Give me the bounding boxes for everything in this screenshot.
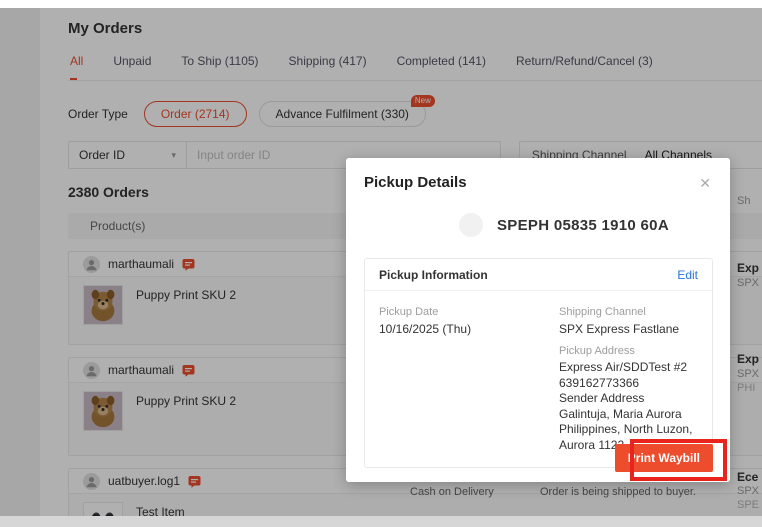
orders-count: 2380 Orders	[68, 184, 149, 200]
row3-shipping-partial: Ece	[737, 470, 759, 484]
order-type-pill-advance-fulfilment[interactable]: Advance Fulfilment (330) New	[258, 95, 435, 127]
order-type-label: Order Type	[68, 107, 128, 121]
product-image-puppy	[83, 391, 123, 431]
shipping-channel-value: SPX Express Fastlane	[559, 322, 680, 336]
edit-link[interactable]: Edit	[677, 268, 698, 282]
payment-method-text: Cash on Delivery	[410, 486, 494, 498]
order-id-select-value: Order ID	[79, 148, 126, 162]
print-waybill-button[interactable]: Print Waybill	[614, 444, 713, 472]
pickup-address-line: 639162773366	[559, 375, 640, 390]
pickup-information-title: Pickup Information	[379, 268, 488, 282]
order-id-type-select[interactable]: Order ID ▾	[69, 142, 187, 168]
chevron-down-icon: ▾	[171, 149, 176, 160]
order-status-tabs: All Unpaid To Ship (1105) Shipping (417)…	[68, 50, 762, 81]
product-column-header: Product(s)	[90, 219, 146, 233]
buyer-row: marthaumali	[69, 358, 762, 382]
buyer-avatar-icon	[83, 361, 100, 379]
row3-shipping-partial: SPE	[737, 499, 760, 511]
shipping-channel-label: Shipping Channel	[559, 306, 646, 318]
order-type-pill-order[interactable]: Order (2714)	[143, 101, 247, 127]
buyer-username[interactable]: marthaumali	[108, 363, 175, 377]
carrier-logo-placeholder	[459, 213, 483, 237]
chat-icon[interactable]	[188, 475, 201, 488]
tab-shipping[interactable]: Shipping (417)	[288, 54, 367, 68]
tab-unpaid[interactable]: Unpaid	[113, 54, 152, 68]
row2-shipping-partial: SPX	[737, 368, 760, 380]
buyer-row: uatbuyer.log1	[69, 469, 762, 493]
pickup-date-label: Pickup Date	[379, 306, 439, 318]
buyer-row: marthaumali	[69, 252, 762, 276]
shipping-column-header-partial: Sh	[737, 195, 751, 207]
chat-icon[interactable]	[182, 364, 195, 377]
pickup-address-line: Express Air/SDDTest #2	[559, 360, 688, 374]
advance-fulfilment-label: Advance Fulfilment (330)	[275, 107, 409, 121]
row2-shipping-partial: Exp	[737, 352, 760, 366]
waybill-number: SPEPH 05835 1910 60A	[497, 216, 669, 234]
buyer-username[interactable]: uatbuyer.log1	[108, 474, 181, 488]
tab-return-refund-cancel[interactable]: Return/Refund/Cancel (3)	[515, 54, 653, 68]
row1-shipping-partial: SPX	[737, 277, 760, 289]
new-badge: New	[410, 95, 435, 107]
close-icon[interactable]: ✕	[699, 175, 711, 191]
modal-title: Pickup Details	[364, 174, 467, 191]
tab-to-ship[interactable]: To Ship (1105)	[181, 54, 259, 68]
tab-all[interactable]: All	[68, 50, 85, 80]
buyer-username[interactable]: marthaumali	[108, 257, 175, 271]
row2-shipping-partial: PHI	[737, 382, 756, 394]
buyer-avatar-icon	[83, 472, 100, 490]
product-cell: Test Item	[69, 493, 762, 516]
pickup-address-line: Sender Address	[559, 391, 645, 405]
page-bottom-band	[0, 516, 762, 527]
order-status-text: Order is being shipped to buyer.	[540, 486, 696, 498]
chat-icon[interactable]	[182, 258, 195, 271]
product-name[interactable]: Puppy Print SKU 2	[136, 394, 237, 408]
pickup-address-line: Philippines, North Luzon, Aurora 1122	[559, 422, 693, 452]
pickup-address-line: Galintuja, Maria Aurora	[559, 406, 682, 421]
pickup-date-value: 10/16/2025 (Thu)	[379, 322, 472, 336]
product-image-jackets	[83, 502, 123, 516]
pickup-information-box: Pickup Information Edit Pickup Date 10/1…	[364, 258, 713, 468]
pickup-details-modal: Pickup Details ✕ SPEPH 05835 1910 60A Pi…	[346, 158, 730, 482]
page-title: My Orders	[68, 20, 143, 37]
product-name[interactable]: Puppy Print SKU 2	[136, 288, 237, 302]
row3-shipping-partial: SPX	[737, 485, 760, 497]
product-name[interactable]: Test Item	[136, 505, 185, 516]
order-type-filter-row: Order Type Order (2714) Advance Fulfilme…	[68, 95, 762, 127]
row1-shipping-partial: Exp	[737, 261, 760, 275]
buyer-avatar-icon	[83, 255, 100, 273]
waybill-header: SPEPH 05835 1910 60A	[459, 213, 713, 237]
tab-completed[interactable]: Completed (141)	[396, 54, 486, 68]
pickup-address-label: Pickup Address	[559, 345, 635, 357]
product-image-puppy	[83, 285, 123, 325]
